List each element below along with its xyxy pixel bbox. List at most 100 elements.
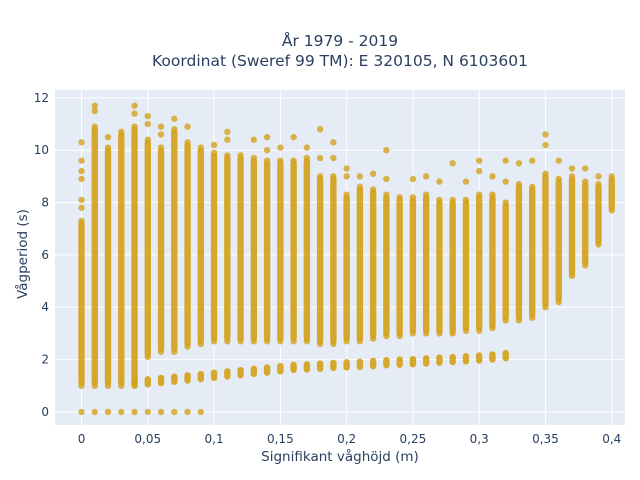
data-point — [542, 141, 549, 149]
data-point — [104, 408, 112, 416]
data-column — [78, 220, 85, 386]
data-column — [118, 131, 125, 386]
data-column — [250, 158, 258, 342]
data-point — [263, 338, 271, 345]
data-point — [449, 330, 456, 337]
data-point — [78, 167, 85, 175]
data-point — [210, 149, 218, 157]
data-point — [78, 382, 85, 389]
data-point — [303, 338, 311, 345]
data-point — [184, 139, 191, 146]
data-point — [197, 408, 205, 416]
data-column — [515, 184, 523, 321]
data-point — [263, 146, 271, 154]
data-point — [462, 178, 470, 185]
data-point — [210, 141, 218, 149]
data-point-band — [383, 356, 390, 369]
data-point — [422, 330, 430, 337]
data-point — [356, 338, 364, 345]
data-point — [436, 330, 443, 337]
data-point — [489, 324, 496, 332]
data-column — [608, 176, 615, 211]
data-column — [224, 155, 231, 342]
data-column — [409, 197, 417, 334]
data-point — [369, 186, 377, 193]
data-point — [489, 173, 496, 180]
data-point — [356, 173, 364, 180]
data-point — [224, 338, 231, 345]
data-point — [343, 165, 350, 172]
data-point — [303, 154, 311, 162]
data-point — [475, 167, 483, 175]
data-point — [277, 144, 284, 151]
x-tick-label: 0,2 — [337, 432, 356, 446]
data-column — [263, 160, 271, 342]
data-point — [144, 112, 151, 120]
data-point — [595, 173, 602, 180]
chart-subtitle: Koordinat (Sweref 99 TM): E 320105, N 61… — [152, 52, 528, 70]
data-point — [197, 144, 205, 151]
data-point — [91, 107, 98, 115]
data-point — [369, 335, 377, 342]
data-point — [475, 157, 483, 164]
data-point-band — [396, 356, 403, 368]
data-point — [118, 408, 125, 416]
data-point — [171, 408, 178, 416]
data-column — [210, 152, 218, 342]
data-point-band — [449, 353, 456, 366]
data-point — [515, 317, 523, 324]
data-point-band — [475, 352, 483, 364]
data-point — [250, 338, 258, 345]
data-point — [462, 196, 470, 204]
data-column — [422, 194, 430, 334]
y-axis-title: Vågperiod (s) — [14, 209, 31, 299]
data-point — [529, 183, 536, 191]
data-point — [502, 178, 509, 185]
data-point-band — [197, 370, 205, 383]
data-column — [475, 194, 483, 331]
y-tick-label: 0 — [41, 405, 49, 419]
data-point — [91, 102, 98, 109]
data-point — [250, 136, 258, 143]
data-point — [529, 157, 536, 164]
data-point — [91, 382, 98, 389]
data-point — [409, 330, 417, 337]
y-tick-label: 10 — [34, 143, 49, 157]
data-point-band — [489, 351, 496, 363]
data-point-band — [303, 361, 311, 373]
data-point — [184, 123, 191, 130]
data-point — [582, 178, 589, 185]
data-point-band — [171, 373, 178, 385]
data-point — [131, 123, 138, 130]
data-point — [343, 191, 350, 198]
y-tick-label: 12 — [34, 91, 49, 105]
data-point — [555, 175, 562, 183]
data-point — [515, 181, 523, 188]
data-point-band — [184, 372, 191, 384]
plot-background — [55, 90, 625, 425]
data-point — [316, 154, 324, 162]
x-axis-title: Signifikant våghöjd (m) — [261, 448, 419, 465]
data-column — [104, 147, 112, 386]
data-point-band — [422, 355, 430, 367]
data-point — [475, 191, 483, 198]
data-column — [568, 176, 576, 276]
data-point — [595, 181, 602, 188]
data-point — [542, 131, 549, 138]
data-point — [290, 338, 297, 345]
data-column — [383, 194, 390, 337]
data-point-band — [224, 368, 231, 380]
data-point — [144, 408, 151, 416]
data-column — [595, 184, 602, 245]
data-point — [131, 408, 138, 416]
data-point — [462, 327, 470, 334]
data-point-band — [237, 366, 244, 379]
data-point — [91, 408, 98, 416]
data-point — [515, 160, 523, 167]
data-point — [144, 120, 151, 128]
data-point — [224, 152, 231, 159]
x-tick-label: 0,35 — [532, 432, 559, 446]
data-point — [237, 152, 244, 159]
data-point — [542, 304, 549, 311]
data-point — [91, 123, 98, 130]
